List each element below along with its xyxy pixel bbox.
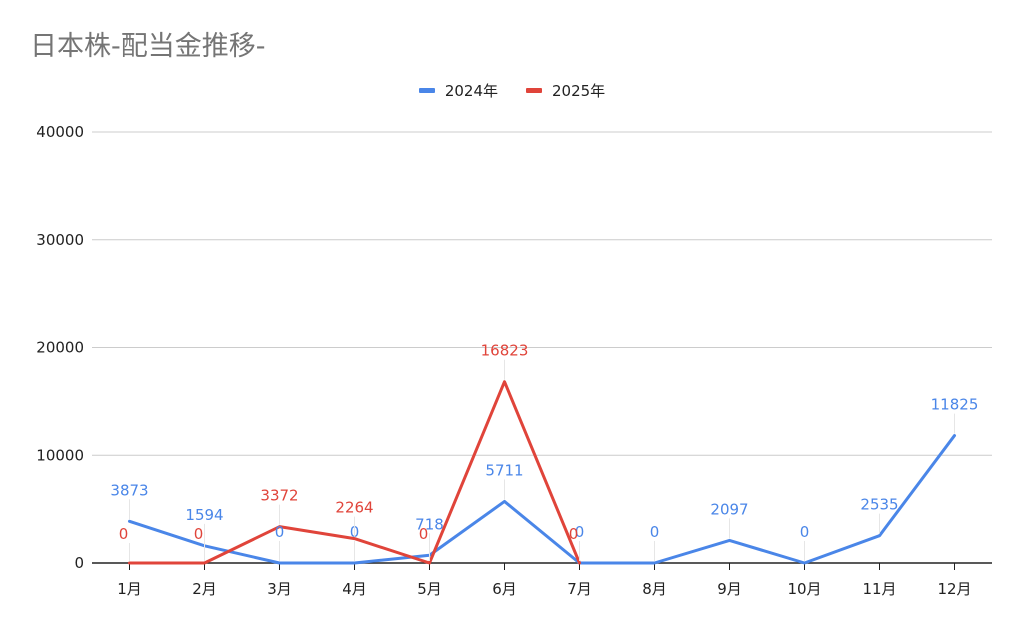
x-tick-label: 8月	[642, 580, 667, 598]
x-tick-label: 12月	[937, 580, 971, 598]
data-label-1-3: 2264	[335, 499, 373, 517]
chart-title: 日本株-配当金推移-	[30, 31, 266, 62]
x-tick-label: 9月	[717, 580, 742, 598]
data-label-0-7: 0	[650, 523, 660, 541]
y-tick-label: 10000	[36, 446, 84, 464]
x-tick-label: 2月	[192, 580, 217, 598]
data-label-0-4: 718	[415, 515, 444, 533]
x-tick-label: 11月	[862, 580, 896, 598]
data-label-1-4: 0	[419, 525, 429, 543]
series-line-0	[128, 434, 956, 565]
y-tick-label: 0	[74, 554, 84, 572]
data-label-0-5: 5711	[485, 461, 523, 479]
data-label-0-11: 11825	[931, 396, 979, 414]
data-label-1-5: 16823	[481, 342, 529, 360]
y-tick-label: 30000	[36, 231, 84, 249]
y-tick-label: 20000	[36, 339, 84, 357]
data-label-0-8: 2097	[710, 500, 748, 518]
x-tick-label: 4月	[342, 580, 367, 598]
data-label-0-2: 0	[275, 523, 285, 541]
legend-label-2025: 2025年	[552, 82, 606, 100]
y-tick-label: 40000	[36, 123, 84, 141]
legend-swatch-2025	[526, 88, 542, 93]
data-label-1-2: 3372	[260, 487, 298, 505]
data-label-0-1: 1594	[185, 506, 223, 524]
data-label-0-10: 2535	[860, 496, 898, 514]
legend-swatch-2024	[418, 88, 435, 93]
data-label-0-6: 0	[575, 523, 585, 541]
x-tick-label: 7月	[567, 580, 592, 598]
x-tick-label: 5月	[417, 580, 442, 598]
legend: 2024年 2025年	[0, 80, 1024, 101]
x-tick-label: 6月	[492, 580, 517, 598]
data-label-1-6: 0	[569, 525, 579, 543]
data-label-1-0: 0	[119, 525, 129, 543]
x-tick-label: 1月	[117, 580, 142, 598]
x-tick-label: 10月	[787, 580, 821, 598]
series-line-1	[128, 380, 581, 565]
legend-item-2025[interactable]: 2025年	[526, 80, 605, 101]
legend-item-2024[interactable]: 2024年	[418, 80, 498, 101]
data-label-1-1: 0	[194, 525, 204, 543]
x-tick-label: 3月	[267, 580, 292, 598]
data-label-0-0: 3873	[110, 481, 148, 499]
data-label-0-9: 0	[800, 523, 810, 541]
legend-label-2024: 2024年	[444, 82, 498, 100]
